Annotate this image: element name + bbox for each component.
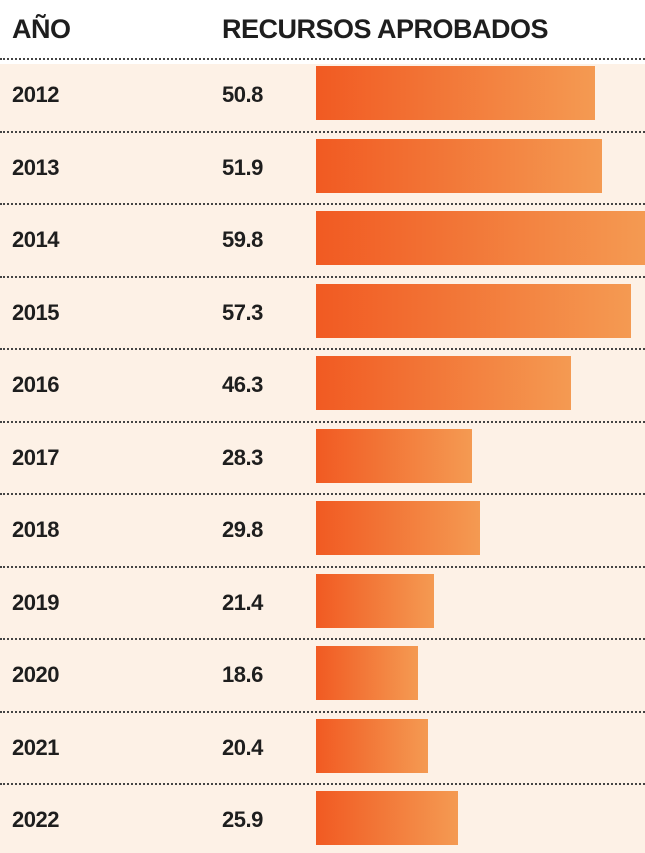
bar — [316, 211, 645, 265]
bar — [316, 356, 571, 410]
year-label: 2017 — [12, 444, 59, 470]
value-label: 21.4 — [222, 589, 263, 615]
bar-row: 2017 28.3 — [0, 420, 645, 493]
bar — [316, 573, 434, 628]
year-label: 2013 — [12, 154, 59, 180]
year-label: 2022 — [12, 807, 59, 832]
table-header: AÑO RECURSOS APROBADOS — [0, 0, 645, 64]
bar — [316, 791, 458, 845]
bar-row: 2019 21.4 — [0, 565, 645, 638]
bar-row: 2022 25.9 — [0, 783, 645, 853]
year-label: 2020 — [12, 662, 59, 687]
value-label: 25.9 — [222, 807, 263, 832]
value-label: 59.8 — [222, 227, 263, 252]
year-label: 2019 — [12, 589, 59, 615]
year-label: 2015 — [12, 299, 59, 325]
bar-row: 2020 18.6 — [0, 638, 645, 710]
year-label: 2021 — [12, 734, 59, 760]
bar — [316, 283, 631, 338]
bar — [316, 718, 428, 773]
value-label: 50.8 — [222, 82, 263, 107]
value-label: 57.3 — [222, 299, 263, 325]
bar — [316, 501, 480, 555]
year-label: 2016 — [12, 372, 59, 397]
year-column-header: AÑO — [12, 14, 71, 44]
bar-row: 2015 57.3 — [0, 275, 645, 348]
bar — [316, 428, 472, 483]
bar — [316, 646, 418, 700]
value-label: 29.8 — [222, 517, 263, 542]
bar — [316, 66, 595, 120]
value-label: 28.3 — [222, 444, 263, 470]
bar-row: 2012 50.8 — [0, 58, 645, 130]
value-label: 18.6 — [222, 662, 263, 687]
bar-row: 2018 29.8 — [0, 493, 645, 565]
bar-row: 2013 51.9 — [0, 130, 645, 203]
resources-column-header: RECURSOS APROBADOS — [222, 14, 549, 44]
year-label: 2012 — [12, 82, 59, 107]
value-label: 51.9 — [222, 154, 263, 180]
year-label: 2018 — [12, 517, 59, 542]
value-label: 20.4 — [222, 734, 263, 760]
bar-row: 2014 59.8 — [0, 203, 645, 275]
year-label: 2014 — [12, 227, 59, 252]
bar-row: 2021 20.4 — [0, 710, 645, 783]
bar — [316, 138, 602, 193]
value-label: 46.3 — [222, 372, 263, 397]
bar-row: 2016 46.3 — [0, 348, 645, 420]
